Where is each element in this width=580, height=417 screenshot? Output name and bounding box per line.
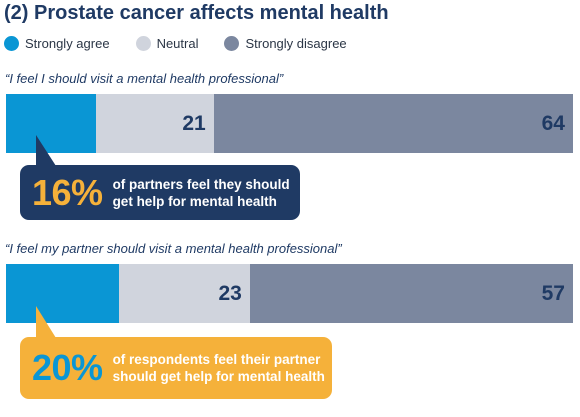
legend-label-neutral: Neutral: [156, 35, 199, 51]
data-label-strongly-disagree: 57: [541, 281, 565, 305]
legend-label-strongly-disagree: Strongly disagree: [245, 35, 347, 51]
callout-percent-1: 16%: [32, 171, 103, 213]
legend-swatch-strongly-disagree: [224, 35, 240, 51]
bar-segment-strongly-disagree: 64: [213, 94, 573, 153]
stacked-bar-1: 21 64: [6, 94, 573, 153]
bar-segment-neutral: 21: [95, 94, 214, 153]
legend-item-strongly-agree: Strongly agree: [4, 35, 110, 51]
data-label-strongly-disagree: 64: [541, 111, 565, 135]
callout-text-1: of partners feel they should get help fo…: [113, 176, 290, 210]
bar-segment-neutral: 23: [119, 264, 250, 323]
callout-text-2: of respondents feel their partner should…: [113, 351, 325, 385]
callout-text-1-line1: of partners feel they should: [112, 176, 290, 192]
data-label-neutral: 23: [218, 281, 242, 305]
legend-label-strongly-agree: Strongly agree: [25, 35, 110, 51]
legend-swatch-strongly-agree: [4, 35, 19, 51]
callout-text-1-line2: get help for mental health: [112, 193, 277, 209]
callout-pointer-1: [36, 135, 56, 166]
bar-segment-strongly-disagree: 57: [249, 264, 573, 323]
legend-item-strongly-disagree: Strongly disagree: [224, 35, 347, 51]
question-label-2: “I feel my partner should visit a mental…: [5, 241, 342, 256]
data-label-neutral: 21: [182, 111, 206, 135]
question-label-1: “I feel I should visit a mental health p…: [5, 71, 284, 86]
legend-item-neutral: Neutral: [135, 35, 199, 51]
legend: Strongly agree Neutral Strongly disagree: [4, 34, 373, 52]
callout-text-2-line1: of respondents feel their partner: [112, 352, 321, 367]
bar-segment-strongly-agree: [6, 264, 120, 323]
legend-swatch-neutral: [135, 35, 151, 51]
callout-text-2-line2: should get help for mental health: [112, 369, 325, 384]
callout-partners: 16% of partners feel they should get hel…: [20, 135, 300, 220]
callout-respondents: 20% of respondents feel their partner sh…: [20, 306, 332, 399]
callout-pointer-2: [36, 306, 56, 338]
chart-title: (2) Prostate cancer affects mental healt…: [4, 2, 389, 24]
callout-percent-2: 20%: [32, 347, 103, 388]
stacked-bar-2: 23 57: [6, 264, 573, 323]
